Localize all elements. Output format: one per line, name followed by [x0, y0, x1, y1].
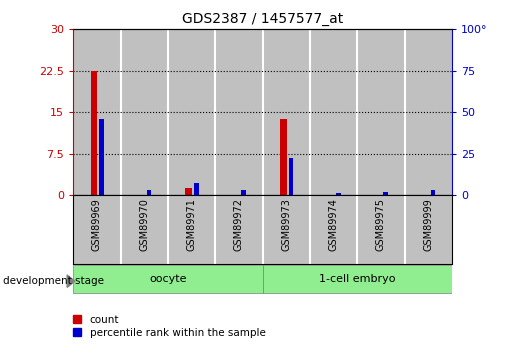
Text: GSM89975: GSM89975	[376, 198, 386, 252]
Text: GSM89973: GSM89973	[281, 198, 291, 251]
Bar	[241, 190, 246, 195]
Text: oocyte: oocyte	[149, 274, 187, 284]
Bar	[194, 183, 198, 195]
Bar	[215, 195, 263, 264]
Bar	[336, 193, 341, 195]
Bar	[168, 195, 215, 264]
Bar	[185, 188, 192, 195]
Bar	[310, 29, 358, 195]
Bar	[280, 119, 287, 195]
Bar	[215, 29, 263, 195]
Bar	[99, 119, 104, 195]
Bar	[310, 195, 358, 264]
Text: 1-cell embryo: 1-cell embryo	[319, 274, 395, 284]
Text: GSM89999: GSM89999	[423, 198, 433, 251]
Text: GSM89972: GSM89972	[234, 198, 244, 252]
Bar	[383, 191, 388, 195]
Text: development stage: development stage	[3, 276, 104, 286]
Text: GSM89970: GSM89970	[139, 198, 149, 251]
Bar	[73, 195, 121, 264]
Bar	[358, 29, 405, 195]
Bar	[73, 29, 121, 195]
Bar	[91, 71, 97, 195]
Bar	[405, 195, 452, 264]
Text: GSM89971: GSM89971	[186, 198, 196, 251]
Bar	[263, 29, 310, 195]
Bar	[263, 266, 452, 293]
Bar	[263, 195, 310, 264]
Bar	[431, 190, 435, 195]
Bar	[289, 158, 293, 195]
Text: GSM89969: GSM89969	[92, 198, 102, 251]
Bar	[121, 29, 168, 195]
Bar	[121, 195, 168, 264]
Title: GDS2387 / 1457577_at: GDS2387 / 1457577_at	[182, 11, 343, 26]
Bar	[168, 29, 215, 195]
Text: GSM89974: GSM89974	[329, 198, 339, 251]
Bar	[358, 195, 405, 264]
Bar	[146, 190, 152, 195]
Polygon shape	[67, 275, 75, 287]
Bar	[405, 29, 452, 195]
Bar	[73, 266, 263, 293]
Legend: count, percentile rank within the sample: count, percentile rank within the sample	[71, 313, 268, 340]
